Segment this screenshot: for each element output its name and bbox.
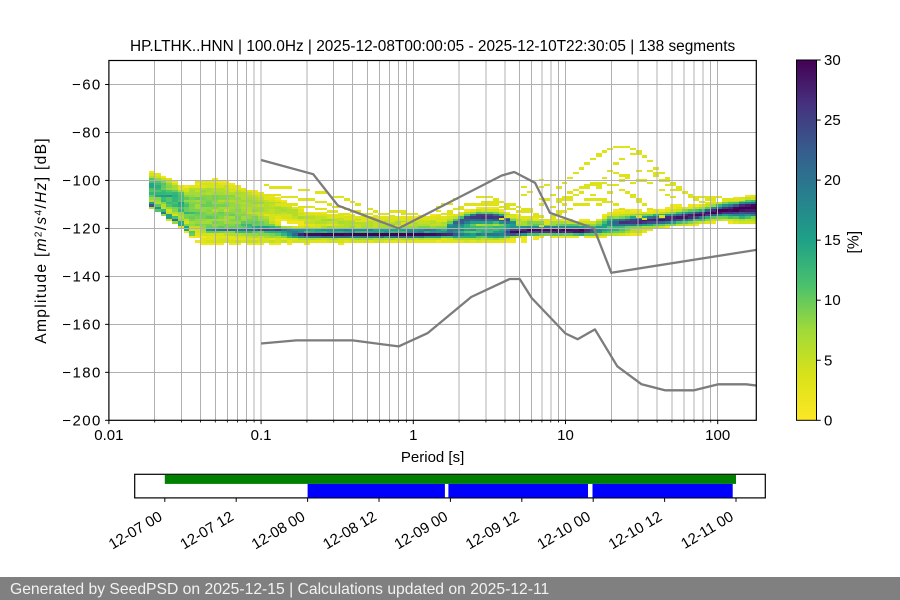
svg-text:[%]: [%] — [846, 231, 863, 254]
svg-text:25: 25 — [824, 112, 841, 129]
svg-text:−200: −200 — [62, 413, 101, 430]
svg-text:−140: −140 — [62, 269, 101, 286]
svg-text:20: 20 — [824, 172, 841, 189]
svg-text:0: 0 — [824, 412, 832, 429]
svg-text:Amplitude [m2/s4/Hz] [dB]: Amplitude [m2/s4/Hz] [dB] — [33, 137, 50, 344]
svg-text:−80: −80 — [72, 125, 102, 142]
svg-text:−60: −60 — [72, 77, 102, 94]
svg-text:0.1: 0.1 — [251, 427, 272, 444]
svg-text:100: 100 — [705, 427, 730, 444]
svg-text:30: 30 — [824, 52, 841, 69]
svg-text:10: 10 — [824, 292, 841, 309]
svg-text:15: 15 — [824, 232, 841, 249]
svg-text:5: 5 — [824, 352, 832, 369]
svg-text:Period [s]: Period [s] — [401, 449, 464, 466]
svg-text:−160: −160 — [62, 317, 101, 334]
svg-text:−120: −120 — [62, 221, 101, 238]
svg-text:1: 1 — [409, 427, 417, 444]
svg-text:HP.LTHK..HNN | 100.0Hz | 2025-: HP.LTHK..HNN | 100.0Hz | 2025-12-08T00:0… — [130, 38, 735, 55]
svg-text:−100: −100 — [62, 173, 101, 190]
svg-text:Generated by SeedPSD on 2025-1: Generated by SeedPSD on 2025-12-15 | Cal… — [10, 581, 549, 598]
svg-text:0.01: 0.01 — [94, 427, 123, 444]
svg-text:−180: −180 — [62, 365, 101, 382]
svg-text:10: 10 — [557, 427, 574, 444]
